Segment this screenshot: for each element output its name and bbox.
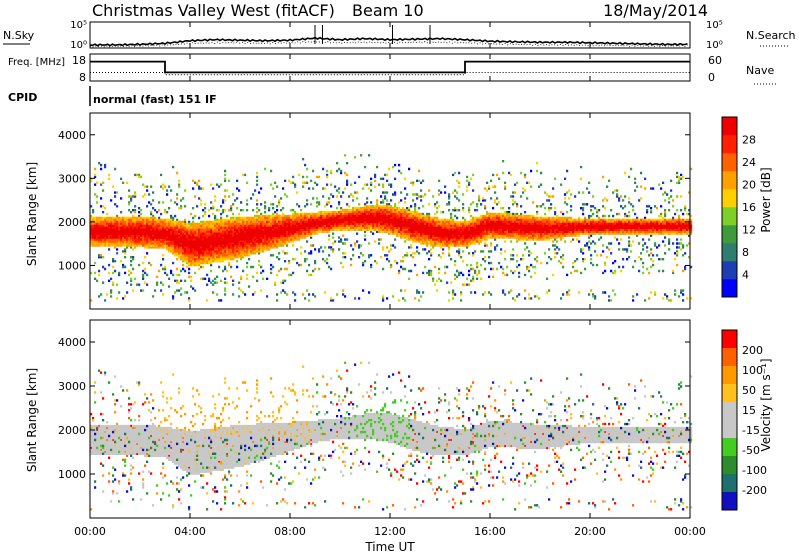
velocity-colorbar-cell (722, 438, 737, 457)
velocity-colorbar-cell (722, 420, 737, 439)
xtick-label: 08:00 (274, 525, 306, 538)
velocity-echo-layer-3 (90, 361, 689, 507)
velocity-colorbar-cell (722, 474, 737, 493)
xtick-label: 00:00 (674, 525, 706, 538)
freq-line (90, 60, 690, 74)
beam-label: Beam 10 (352, 1, 424, 20)
noise-sky-label: N.Sky (3, 29, 35, 42)
velocity-colorbar-tick: -50 (742, 444, 760, 457)
power-colorbar: 4 8 12 16 20 24 28 (721, 116, 756, 298)
cpid-label: CPID (8, 91, 37, 104)
xtick-label: 12:00 (374, 525, 406, 538)
power-colorbar-cell (722, 243, 737, 262)
power-colorbar-frame (721, 116, 738, 298)
velocity-colorbar-frame (721, 329, 738, 511)
cpid-mode: normal (fast) 151 IF (93, 93, 217, 106)
power-echo-layer-7 (90, 207, 693, 263)
power-colorbar-tick: 16 (742, 201, 756, 214)
freq-series (90, 60, 690, 76)
velocity-colorbar-tick: 15 (742, 404, 756, 417)
power-colorbar-cell (722, 261, 737, 280)
power-colorbar-cell (722, 189, 737, 208)
power-colorbar-cell (722, 225, 737, 244)
power-colorbar-cell (722, 153, 737, 172)
time-axis-ticks: 00:00 04:00 08:00 12:00 16:00 20:00 00:00 (74, 22, 706, 538)
velocity-colorbar-label: Velocity [m s⁻¹] (759, 358, 773, 451)
velocity-colorbar-cell (722, 402, 737, 421)
velocity-ytick-label: 2000 (58, 424, 86, 437)
power-colorbar-tick: 24 (742, 156, 756, 169)
power-colorbar-cell (722, 279, 737, 298)
noise-right-tick-top: 10⁵ (706, 20, 723, 31)
velocity-colorbar-tick: 100 (742, 364, 763, 377)
date-label: 18/May/2014 (603, 1, 708, 20)
noise-left-tick-top: 10⁵ (70, 20, 87, 31)
xtick-label: 04:00 (174, 525, 206, 538)
velocity-colorbar-tick: -200 (742, 484, 767, 497)
noise-right-tick-bottom: 10⁰ (706, 40, 723, 51)
power-colorbar-cell (722, 171, 737, 190)
nave-tick-top: 60 (708, 54, 722, 67)
freq-label: Freq. [MHz] (8, 57, 65, 68)
velocity-ytick-label: 4000 (58, 336, 86, 349)
velocity-colorbar-cell (722, 366, 737, 385)
velocity-colorbar-cell (722, 348, 737, 367)
xtick-label: 00:00 (74, 525, 106, 538)
noise-search-label: N.Search (746, 29, 796, 42)
power-ytick-label: 1000 (58, 259, 86, 272)
power-colorbar-label: Power [dB] (759, 167, 773, 232)
time-axis-label: Time UT (364, 540, 415, 554)
velocity-ylabel: Slant Range [km] (25, 368, 39, 472)
power-colorbar-tick: 4 (742, 269, 749, 282)
velocity-y-ticks: 1000 2000 3000 4000 (58, 336, 690, 481)
power-ylabel: Slant Range [km] (25, 162, 39, 266)
velocity-colorbar-tick: -100 (742, 464, 767, 477)
velocity-ytick-label: 1000 (58, 468, 86, 481)
velocity-colorbar-cell (722, 330, 737, 349)
velocity-colorbar-tick: 200 (742, 344, 763, 357)
noise-series-solid (89, 36, 688, 47)
velocity-colorbar-cell (722, 456, 737, 475)
power-colorbar-tick: 12 (742, 224, 756, 237)
freq-tick-top: 18 (72, 54, 86, 67)
power-echo-pixels (90, 154, 693, 302)
nave-tick-bottom: 0 (708, 71, 715, 84)
velocity-colorbar-tick: -15 (742, 424, 760, 437)
velocity-colorbar-cell (722, 384, 737, 403)
velocity-colorbar: 200 100 50 15 -15 -50 -100 -200 (721, 329, 767, 511)
power-colorbar-tick: 8 (742, 246, 749, 259)
power-ytick-label: 2000 (58, 216, 86, 229)
power-colorbar-cell (722, 117, 737, 136)
power-ytick-label: 3000 (58, 172, 86, 185)
velocity-colorbar-cell (722, 492, 737, 511)
velocity-ytick-label: 3000 (58, 380, 86, 393)
station-title: Christmas Valley West (fitACF) (92, 1, 335, 20)
xtick-label: 16:00 (474, 525, 506, 538)
power-echo-layer-8 (90, 209, 693, 261)
velocity-echo-pixels (90, 361, 693, 511)
velocity-echo-layer-5 (90, 373, 693, 511)
power-echo-layer-9 (90, 212, 693, 255)
power-colorbar-tick: 20 (742, 179, 756, 192)
power-colorbar-cell (722, 135, 737, 154)
noise-series (89, 25, 688, 48)
nave-label: Nave (746, 64, 774, 77)
xtick-label: 20:00 (574, 525, 606, 538)
noise-left-tick-bottom: 10⁰ (70, 40, 87, 51)
power-echo-layer-3 (96, 154, 685, 302)
power-ytick-label: 4000 (58, 129, 86, 142)
power-colorbar-tick: 28 (742, 134, 756, 147)
power-colorbar-cell (722, 207, 737, 226)
velocity-colorbar-tick: 50 (742, 384, 756, 397)
freq-tick-bottom: 8 (79, 71, 86, 84)
power-y-ticks: 1000 2000 3000 4000 (58, 129, 690, 272)
